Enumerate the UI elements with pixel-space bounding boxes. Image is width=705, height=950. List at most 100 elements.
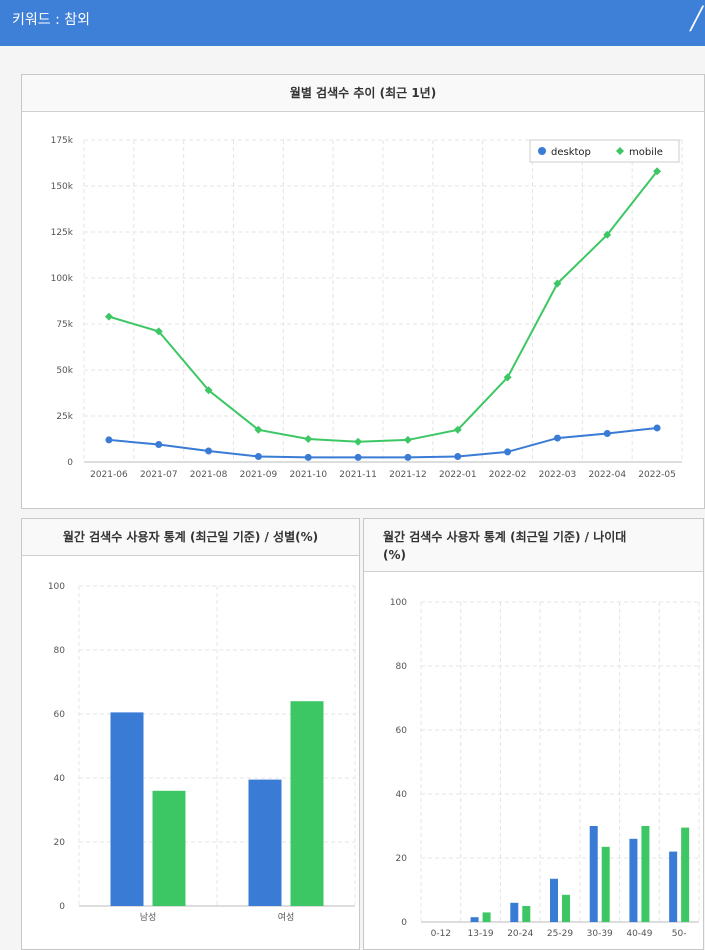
data-point-desktop: [254, 452, 262, 460]
y-tick-label: 80: [396, 662, 408, 672]
x-tick-label: 0-12: [431, 929, 451, 939]
y-tick-label: 125k: [51, 228, 74, 238]
x-tick-label: 20-24: [507, 929, 533, 939]
bar: [510, 902, 519, 922]
x-tick-label: 40-49: [626, 929, 652, 939]
data-point-mobile: [204, 386, 213, 395]
bar: [641, 826, 650, 922]
bar: [589, 826, 598, 922]
x-tick-label: 30-39: [587, 929, 613, 939]
legend-label-mobile: mobile: [629, 147, 663, 158]
legend-marker-mobile: [616, 147, 624, 155]
age-chart-title-line2: (%): [383, 548, 406, 562]
y-tick-label: 40: [396, 790, 408, 800]
data-point-desktop: [105, 436, 113, 444]
y-tick-label: 0: [401, 918, 407, 928]
x-tick-label: 2021-10: [289, 470, 327, 480]
x-tick-label: 2021-06: [90, 470, 128, 480]
bar: [470, 917, 479, 922]
gender-chart-title: 월간 검색수 사용자 통계 (최근일 기준) / 성별(%): [22, 519, 359, 556]
gender-chart: 0 20 40 60 80 100 남성 여성: [48, 582, 356, 923]
monthly-trend-panel: 월별 검색수 추이 (최근 1년) 0 25k 50k 75k 100k 125k 150k…: [21, 74, 705, 509]
data-point-desktop: [553, 434, 561, 442]
legend-box: [529, 139, 680, 163]
y-tick-label: 20: [396, 854, 408, 864]
y-tick-label: 150k: [51, 182, 74, 192]
x-tick-label: 2022-01: [439, 470, 477, 480]
x-tick-label: 2021-09: [240, 470, 278, 480]
series-line-desktop: [108, 426, 658, 459]
x-tick-label: 2021-07: [140, 470, 178, 480]
data-point-desktop: [504, 448, 512, 456]
age-panel: 월간 검색수 사용자 통계 (최근일 기준) / 나이대 (%) 0 20 40 60…: [363, 518, 704, 950]
monthly-trend-chart: 0 25k 50k 75k 100k 125k 150k 175k 2021-06 2021-07…: [51, 136, 683, 480]
data-point-mobile: [553, 279, 562, 288]
data-point-mobile: [653, 167, 662, 176]
y-tick-label: 40: [54, 774, 66, 784]
age-chart: 0 20 40 60 80 100 0-12 13-19 20-24 25-29 30-39 40-4…: [390, 598, 700, 939]
series-line-mobile: [108, 170, 658, 443]
y-tick-label: 60: [396, 726, 408, 736]
data-point-mobile: [403, 435, 412, 444]
monthly-trend-title: 월별 검색수 추이 (최근 1년): [22, 75, 704, 112]
age-chart-title-line1: 월간 검색수 사용자 통계 (최근일 기준) / 나이대: [383, 530, 627, 544]
data-point-desktop: [454, 452, 462, 460]
y-tick-label: 0: [59, 902, 65, 912]
legend-label-desktop: desktop: [551, 147, 591, 158]
x-tick-label: 50-: [672, 929, 687, 939]
y-tick-label: 60: [54, 710, 66, 720]
data-point-desktop: [653, 424, 661, 432]
x-tick-label: 여성: [278, 911, 295, 923]
data-point-desktop: [354, 453, 362, 461]
x-tick-label: 2022-03: [539, 470, 577, 480]
data-point-mobile: [304, 435, 313, 443]
y-tick-label: 0: [67, 458, 73, 468]
data-point-desktop: [155, 441, 163, 449]
x-tick-label: 13-19: [467, 929, 493, 939]
age-chart-title: 월간 검색수 사용자 통계 (최근일 기준) / 나이대 (%): [364, 519, 703, 572]
y-tick-label: 100k: [51, 274, 74, 284]
bar: [248, 779, 282, 906]
close-icon[interactable]: ╱: [690, 7, 704, 32]
header-bar: 키워드 : 참외 ╱: [0, 0, 705, 46]
bar: [522, 906, 531, 922]
bar: [669, 851, 678, 922]
data-point-mobile: [354, 437, 363, 446]
y-tick-label: 175k: [51, 136, 74, 146]
x-tick-label: 2021-12: [389, 470, 427, 480]
gender-panel: 월간 검색수 사용자 통계 (최근일 기준) / 성별(%) 0 20 40 60 80…: [21, 518, 360, 950]
bar: [629, 838, 638, 922]
y-tick-label: 100: [48, 582, 65, 592]
x-tick-label: 남성: [140, 912, 157, 923]
x-tick-label: 25-29: [547, 929, 573, 939]
bar: [152, 790, 186, 906]
y-tick-label: 20: [54, 838, 66, 848]
data-point-mobile: [603, 230, 612, 239]
y-tick-label: 80: [54, 646, 66, 656]
legend-marker-desktop: [538, 147, 546, 155]
x-tick-label: 2022-05: [638, 470, 676, 480]
data-point-mobile: [104, 312, 113, 321]
data-point-mobile: [503, 373, 512, 382]
x-tick-label: 2022-02: [489, 470, 527, 480]
x-tick-label: 2022-04: [588, 470, 626, 480]
x-tick-label: 2021-11: [339, 470, 377, 480]
x-tick-label: 2021-08: [190, 470, 228, 480]
y-tick-label: 25k: [56, 412, 73, 422]
bar: [562, 894, 570, 922]
y-tick-label: 75k: [56, 320, 73, 330]
data-point-mobile: [453, 425, 462, 434]
y-tick-label: 100: [390, 598, 407, 608]
bar: [482, 912, 491, 922]
data-point-mobile: [154, 327, 163, 336]
bar: [601, 846, 610, 922]
header-title: 키워드 : 참외: [12, 12, 91, 28]
data-point-desktop: [205, 447, 213, 455]
data-point-desktop: [603, 429, 611, 437]
data-point-desktop: [304, 453, 312, 461]
bar: [110, 712, 144, 906]
bar: [290, 701, 324, 906]
bar: [681, 827, 690, 922]
bar: [550, 878, 558, 922]
data-point-desktop: [404, 453, 412, 461]
